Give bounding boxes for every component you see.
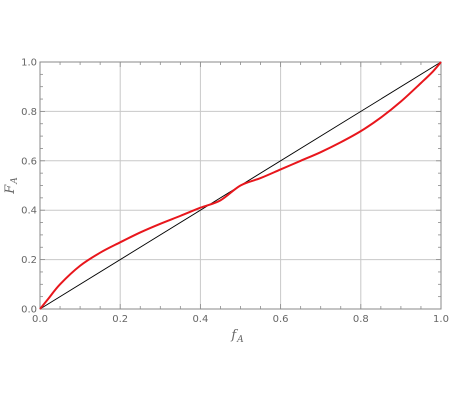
x-tick-label: 0.6 [273, 314, 289, 325]
x-tick-label: 1.0 [433, 314, 449, 325]
y-tick-label: 1.0 [21, 58, 37, 69]
y-tick-label: 0.2 [21, 255, 37, 266]
x-tick-label: 0.8 [353, 314, 369, 325]
x-tick-label: 0.4 [192, 314, 208, 325]
x-tick-label: 0.0 [32, 314, 48, 325]
red-curve-series [39, 61, 442, 310]
y-tick-label: 0.4 [21, 206, 37, 217]
y-tick-label: 0.0 [21, 305, 37, 316]
y-tick-label: 0.8 [21, 107, 37, 118]
y-axis-label: FA [3, 177, 20, 195]
x-tick-label: 0.2 [112, 314, 128, 325]
y-tick-label: 0.6 [21, 156, 37, 167]
x-axis-label: fA [230, 328, 244, 345]
